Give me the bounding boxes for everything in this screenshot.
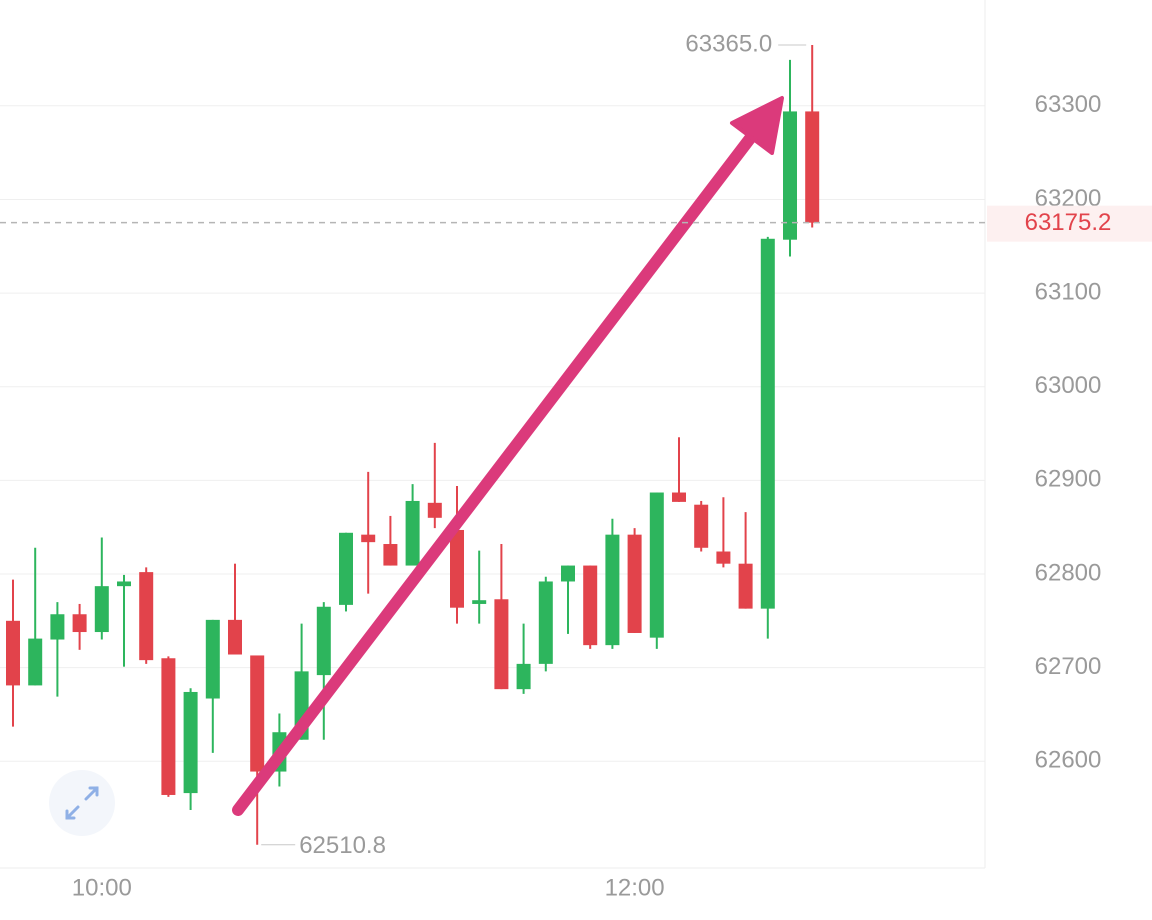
- y-tick-label: 62700: [1035, 653, 1102, 680]
- candle-body: [672, 492, 686, 502]
- x-tick-label: 10:00: [72, 874, 132, 901]
- candle-body: [405, 500, 420, 566]
- candle-body: [605, 534, 620, 646]
- y-tick-label: 63300: [1035, 91, 1102, 118]
- candle-body: [472, 600, 487, 604]
- candle-body: [516, 663, 531, 690]
- candle-body: [716, 551, 731, 564]
- candle-body: [450, 529, 464, 608]
- y-tick-label: 62800: [1035, 559, 1102, 586]
- arrow-shaft: [232, 122, 764, 816]
- y-tick-label: 63100: [1035, 278, 1102, 305]
- candle-body: [183, 691, 198, 794]
- candle-body: [28, 638, 43, 686]
- candle-body: [583, 565, 598, 646]
- candle-body: [538, 581, 553, 664]
- candle-body: [561, 565, 575, 582]
- x-tick-label: 12:00: [605, 874, 665, 901]
- y-tick-label: 62600: [1035, 747, 1102, 774]
- y-tick-label: 62900: [1035, 466, 1102, 493]
- last-price-label: 63175.2: [1025, 209, 1112, 236]
- candle-layer: [6, 44, 820, 845]
- candle-body: [316, 606, 331, 676]
- candle-body: [738, 563, 753, 609]
- expand-button-bg[interactable]: [49, 770, 115, 836]
- candle-body: [250, 655, 265, 772]
- candle-body: [205, 619, 220, 699]
- grid-layer: [0, 105, 985, 762]
- last-price-box: [987, 205, 1152, 242]
- candle-body: [694, 504, 709, 548]
- candle-body: [339, 532, 353, 605]
- candle-body: [383, 544, 398, 566]
- min-label: 62510.8: [299, 832, 386, 859]
- candle-body: [760, 238, 775, 609]
- candle-body: [139, 572, 154, 661]
- y-tick-label: 63000: [1035, 372, 1102, 399]
- candle-body: [6, 620, 20, 686]
- arrow-head: [730, 96, 784, 155]
- candle-body: [494, 599, 509, 690]
- expand-icon[interactable]: [65, 786, 99, 820]
- candle-body: [805, 111, 820, 223]
- candle-body: [649, 492, 664, 638]
- candle-body: [361, 534, 376, 543]
- max-label: 63365.0: [685, 30, 772, 57]
- candle-body: [94, 586, 109, 633]
- trend-arrow: [232, 96, 784, 816]
- candle-body: [72, 614, 87, 633]
- candle-body: [228, 619, 242, 655]
- candle-body: [783, 111, 797, 240]
- candle-body: [117, 581, 131, 587]
- candle-body: [50, 614, 65, 640]
- expand-button[interactable]: [49, 770, 115, 836]
- label-layer: 6260062700628006290063000631006320063300…: [0, 30, 1152, 901]
- candle-body: [161, 658, 176, 795]
- candle-body: [427, 502, 442, 518]
- candle-body: [627, 534, 642, 633]
